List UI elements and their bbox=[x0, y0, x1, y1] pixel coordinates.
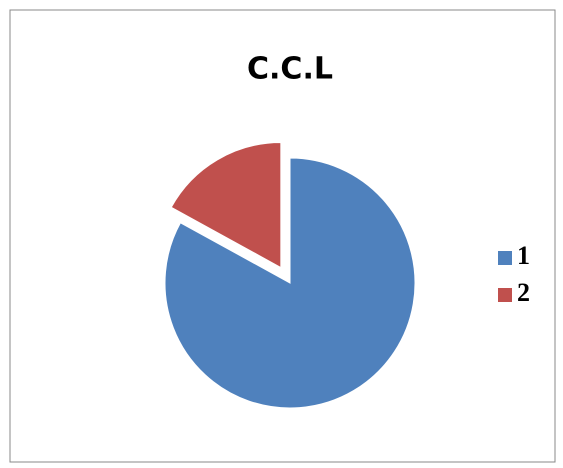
chart-title: C.C.L bbox=[247, 52, 333, 87]
pie-slice bbox=[164, 157, 416, 409]
legend-swatch bbox=[498, 251, 512, 265]
legend-swatch bbox=[498, 288, 512, 302]
legend-label: 2 bbox=[517, 278, 530, 307]
legend-label: 1 bbox=[517, 241, 530, 270]
pie-slice bbox=[170, 142, 282, 269]
